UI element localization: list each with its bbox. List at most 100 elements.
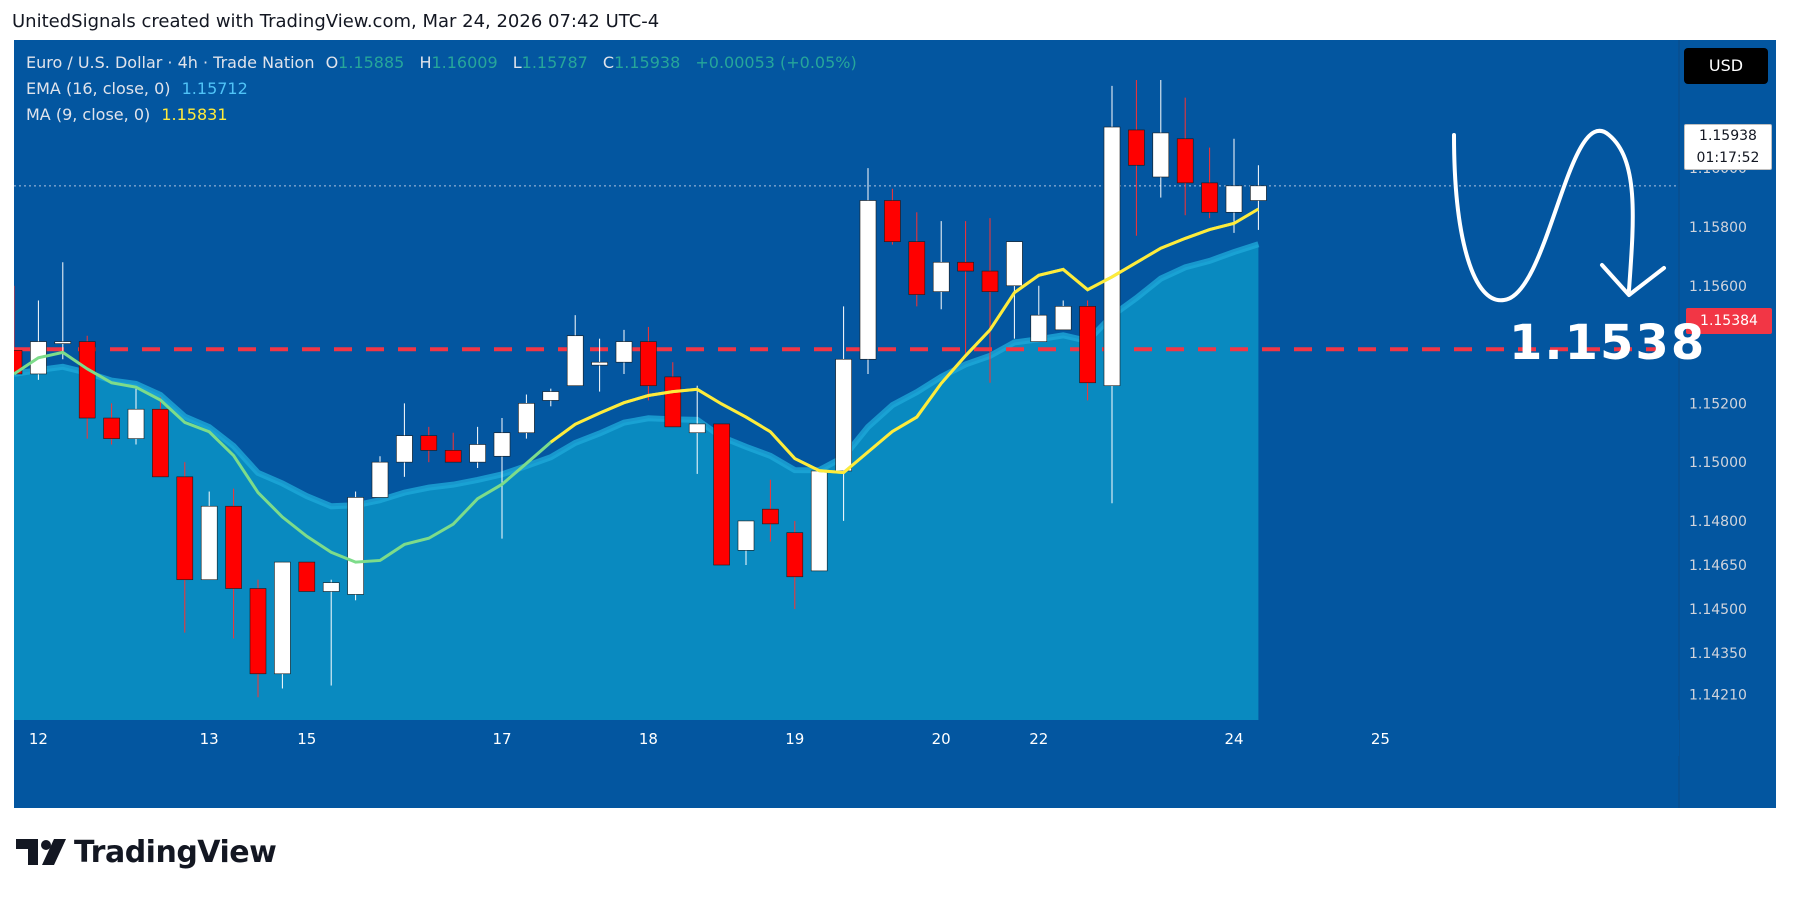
time-tick-label: 17	[492, 730, 511, 748]
target-price-tag: 1.15384	[1686, 308, 1772, 334]
time-tick-label: 13	[200, 730, 219, 748]
ma-line	[549, 207, 1260, 475]
open-value: 1.15885	[338, 53, 405, 72]
price-chart[interactable]: 1.160001.158001.156001.152001.150001.148…	[14, 40, 1776, 808]
price-tick-label: 1.14500	[1689, 602, 1747, 618]
currency-button[interactable]: USD	[1684, 48, 1768, 84]
tradingview-logo[interactable]: TradingView	[16, 830, 277, 874]
price-tick-label: 1.15600	[1689, 279, 1747, 295]
candle-body	[322, 582, 340, 592]
candle-body	[274, 561, 291, 675]
ma-value: 1.15831	[161, 105, 228, 124]
target-annotation-text: 1.1538	[1509, 315, 1707, 371]
candle-body	[810, 470, 828, 572]
candle-body	[786, 532, 804, 578]
candle-body	[1128, 129, 1145, 166]
close-label: C	[602, 53, 615, 72]
candle-body	[249, 588, 267, 675]
candle-countdown: 01:17:52	[1696, 150, 1760, 166]
tradingview-logo-icon	[16, 839, 66, 865]
candle-body	[1054, 306, 1072, 331]
price-tick-label: 1.14800	[1689, 514, 1747, 530]
ema-line	[14, 241, 1260, 510]
candle-body	[1079, 306, 1096, 384]
close-value: 1.15938	[614, 53, 681, 72]
projection-arrow-curve	[1452, 129, 1635, 303]
candle-body	[908, 241, 926, 295]
candle-body	[420, 435, 438, 451]
candle-body	[14, 350, 23, 375]
candle-body	[371, 461, 389, 498]
candle-body	[396, 435, 413, 463]
candle-body	[1225, 185, 1243, 213]
candle-body	[1103, 126, 1121, 387]
candle-body	[298, 561, 316, 592]
candle-body	[444, 450, 462, 463]
candle-body	[54, 341, 72, 344]
candle-body	[688, 423, 706, 434]
price-tick-label: 1.14210	[1689, 687, 1747, 703]
high-value: 1.16009	[431, 53, 498, 72]
candle-body	[518, 403, 535, 434]
legend-ma-row[interactable]: MA (9, close, 0) 1.15831	[26, 102, 867, 128]
ema-area-fill	[14, 244, 1259, 720]
chart-panel[interactable]: 1.160001.158001.156001.152001.150001.148…	[14, 40, 1776, 808]
candle-body	[542, 391, 560, 401]
time-tick-label: 22	[1029, 730, 1048, 748]
candle-body	[615, 341, 633, 363]
candle-body	[566, 335, 584, 387]
time-axis-background	[14, 720, 1679, 756]
candle-body	[1176, 138, 1194, 184]
candle-body	[200, 505, 218, 581]
legend-symbol-row[interactable]: Euro / U.S. Dollar · 4h · Trade Nation O…	[26, 50, 867, 76]
candle-body	[103, 417, 120, 439]
time-tick-label: 15	[297, 730, 316, 748]
ema-label: EMA (16, close, 0)	[26, 79, 171, 98]
candle-body	[737, 520, 755, 551]
time-tick-label: 20	[932, 730, 951, 748]
candle-body	[591, 361, 608, 366]
current-price-value: 1.15938	[1699, 128, 1757, 144]
chart-legend: Euro / U.S. Dollar · 4h · Trade Nation O…	[26, 50, 867, 128]
open-label: O	[325, 53, 339, 72]
candle-body	[762, 508, 779, 525]
candle-body	[664, 376, 682, 428]
candle-body	[1006, 241, 1023, 287]
price-tick-label: 1.14350	[1689, 646, 1747, 662]
candle-body	[835, 358, 852, 472]
candle-body	[1152, 132, 1170, 178]
price-tick-label: 1.15200	[1689, 396, 1747, 412]
candle-body	[640, 341, 657, 387]
candle-body	[1250, 185, 1267, 201]
symbol-title: Euro / U.S. Dollar · 4h · Trade Nation	[26, 53, 315, 72]
candle-body	[176, 476, 194, 581]
price-tick-label: 1.15000	[1689, 455, 1747, 471]
time-tick-label: 18	[639, 730, 658, 748]
current-price-tag: 1.15938 01:17:52	[1684, 124, 1772, 170]
projection-arrow-head	[1600, 263, 1666, 297]
ma-label: MA (9, close, 0)	[26, 105, 151, 124]
candle-body	[1030, 314, 1048, 342]
candle-body	[859, 200, 877, 360]
high-label: H	[419, 53, 432, 72]
candle-body	[932, 261, 950, 292]
legend-ema-row[interactable]: EMA (16, close, 0) 1.15712	[26, 76, 867, 102]
time-tick-label: 12	[29, 730, 48, 748]
candle-body	[225, 505, 242, 589]
candle-body	[957, 261, 974, 272]
time-tick-label: 19	[785, 730, 804, 748]
candle-body	[493, 432, 511, 457]
time-tick-label: 24	[1224, 730, 1243, 748]
candle-body	[469, 444, 486, 463]
ema-value: 1.15712	[181, 79, 248, 98]
candle-body	[347, 497, 364, 595]
attribution-text: UnitedSignals created with TradingView.c…	[12, 11, 660, 32]
candle-body	[1201, 182, 1218, 213]
candle-body	[127, 408, 145, 439]
candle-body	[981, 270, 999, 292]
candle-body	[78, 341, 96, 419]
change-value: +0.00053 (+0.05%)	[695, 53, 857, 72]
candle-body	[713, 423, 730, 566]
tradingview-brand-text: TradingView	[74, 834, 277, 870]
low-label: L	[512, 53, 522, 72]
